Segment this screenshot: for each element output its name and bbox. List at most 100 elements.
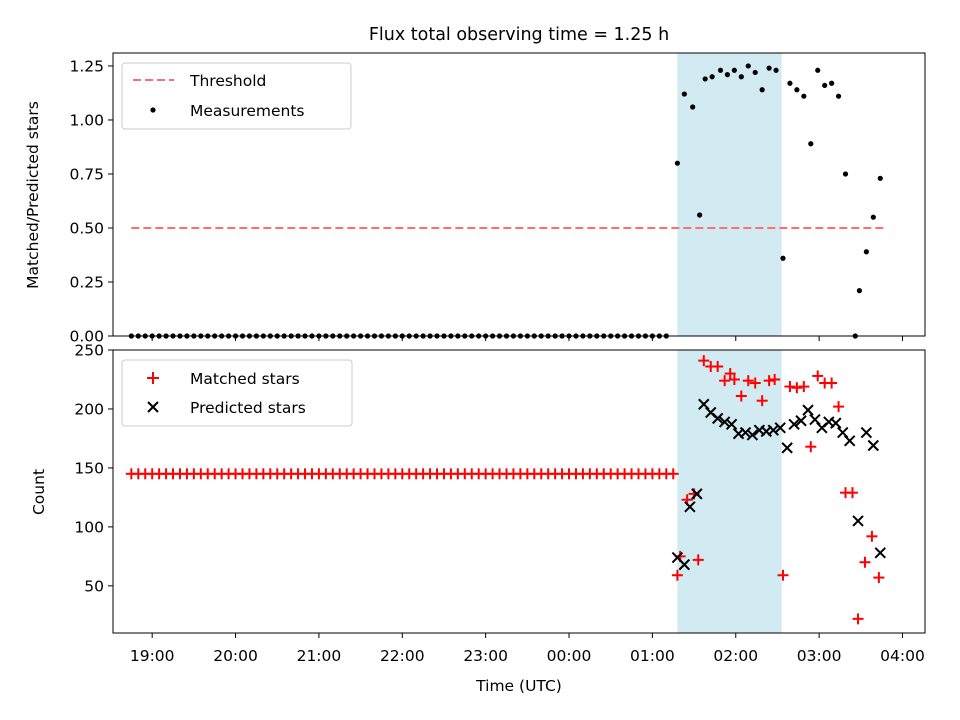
measurement-point bbox=[822, 82, 828, 89]
measurement-point bbox=[709, 74, 715, 80]
predicted-stars-legend-label: Predicted stars bbox=[190, 399, 306, 417]
measurement-point bbox=[863, 249, 869, 255]
x-tick-label: 00:00 bbox=[547, 647, 592, 665]
measurement-point bbox=[787, 80, 793, 86]
bottom-x-ticks: 19:00 20:00 21:00 22:00 23:00 00:00 01:00 02:00… bbox=[130, 633, 925, 665]
top-y-ticks: 0.00 0.25 0.50 0.75 1.00 1.25 bbox=[69, 57, 113, 346]
bottom-y-tick-label: 150 bbox=[74, 459, 104, 477]
bottom-y-tick-label: 50 bbox=[84, 577, 104, 595]
measurement-point bbox=[780, 255, 786, 261]
bottom-y-axis-label: Count bbox=[30, 469, 48, 515]
matched-stars-point bbox=[777, 569, 789, 581]
matched-stars-point bbox=[742, 375, 754, 387]
x-tick-label: 20:00 bbox=[213, 647, 258, 665]
measurement-point bbox=[877, 175, 883, 181]
matched-stars-point bbox=[866, 530, 878, 542]
matched-stars-point bbox=[798, 381, 810, 393]
matched-stars-point bbox=[873, 572, 885, 584]
predicted-stars-point bbox=[711, 412, 724, 425]
measurement-point bbox=[681, 91, 687, 97]
measurement-point bbox=[674, 160, 680, 166]
predicted-stars-point bbox=[684, 501, 696, 513]
predicted-stars-point bbox=[746, 429, 759, 441]
matched-stars-point bbox=[859, 556, 871, 568]
measurement-point bbox=[766, 65, 772, 71]
matched-stars-point bbox=[724, 368, 736, 380]
top-axes-frame bbox=[112, 52, 926, 337]
top-x-ticks bbox=[151, 336, 903, 341]
measurement-point bbox=[856, 288, 863, 294]
matched-stars-point bbox=[698, 355, 710, 367]
x-tick-label: 23:00 bbox=[463, 647, 508, 665]
x-axis-label: Time (UTC) bbox=[475, 677, 562, 695]
top-y-tick-label: 0.25 bbox=[69, 273, 104, 291]
matched-stars-point bbox=[728, 373, 740, 385]
threshold-legend-label: Threshold bbox=[189, 72, 266, 90]
predicted-stars-point bbox=[874, 547, 886, 559]
x-tick-label: 02:00 bbox=[713, 647, 758, 665]
measurement-point bbox=[697, 212, 703, 218]
top-y-axis-label: Matched/Predicted stars bbox=[24, 101, 42, 289]
x-tick-label: 22:00 bbox=[380, 647, 425, 665]
bottom-legend: Matched stars Predicted stars bbox=[121, 359, 353, 427]
measurement-point bbox=[801, 93, 807, 99]
bottom-y-ticks: 50 100 150 200 250 bbox=[74, 342, 113, 595]
predicted-stars-point bbox=[843, 435, 856, 447]
measurement-point bbox=[842, 171, 849, 177]
predicted-stars-point bbox=[725, 418, 738, 430]
matched-stars-point bbox=[671, 569, 683, 581]
measurement-point bbox=[745, 63, 751, 69]
predicted-stars-point bbox=[860, 426, 873, 439]
predicted-stars-point bbox=[852, 515, 864, 527]
matched-stars-legend-label: Matched stars bbox=[190, 370, 300, 388]
measurement-point bbox=[738, 74, 744, 80]
top-legend-box bbox=[121, 62, 352, 130]
matched-stars-point bbox=[784, 381, 796, 393]
top-y-tick-label: 1.00 bbox=[69, 111, 104, 129]
measurement-point bbox=[717, 67, 724, 73]
matched-stars-legend-swatch bbox=[147, 372, 159, 384]
top-shaded-interval bbox=[677, 53, 782, 336]
x-tick-label: 19:00 bbox=[130, 647, 175, 665]
predicted-stars-legend-swatch bbox=[147, 401, 159, 413]
bottom-axes-frame bbox=[112, 349, 926, 634]
predicted-stars-point bbox=[774, 422, 786, 434]
x-tick-label: 01:00 bbox=[630, 647, 675, 665]
matched-stars-point bbox=[763, 375, 775, 387]
measurements-legend-label: Measurements bbox=[190, 102, 305, 120]
top-y-tick-label: 0.75 bbox=[69, 165, 104, 183]
predicted-stars-point bbox=[739, 426, 752, 439]
measurement-point bbox=[794, 87, 800, 93]
predicted-stars-point bbox=[781, 442, 793, 454]
matched-stars-point bbox=[735, 390, 747, 402]
bottom-y-tick-label: 250 bbox=[74, 342, 104, 360]
measurement-point bbox=[870, 214, 876, 220]
measurement-point bbox=[815, 67, 821, 73]
top-y-tick-label: 0.00 bbox=[69, 328, 104, 346]
predicted-stars-point bbox=[788, 418, 800, 430]
measurement-point bbox=[752, 69, 758, 76]
measurements-legend-swatch bbox=[150, 107, 156, 113]
predicted-stars-point bbox=[691, 488, 703, 500]
bottom-y-tick-label: 200 bbox=[74, 400, 104, 418]
matched-stars-point bbox=[805, 441, 817, 453]
measurement-point bbox=[835, 93, 842, 99]
bottom-legend-box bbox=[121, 359, 353, 427]
predicted-stars-point bbox=[678, 558, 691, 571]
top-chart-title: Flux total observing time = 1.25 h bbox=[369, 25, 669, 45]
matched-stars-point bbox=[712, 361, 724, 373]
measurement-point bbox=[690, 104, 696, 110]
measurement-point bbox=[808, 141, 814, 147]
matched-stars-point bbox=[692, 554, 704, 566]
measurement-point bbox=[724, 72, 731, 78]
matched-stars-point bbox=[812, 370, 824, 382]
measurement-point bbox=[759, 87, 765, 93]
matched-stars-point bbox=[719, 375, 731, 387]
bottom-y-tick-label: 100 bbox=[74, 518, 104, 536]
predicted-stars-point bbox=[802, 404, 814, 416]
bottom-plot-area bbox=[125, 350, 886, 633]
matched-stars-point bbox=[852, 613, 864, 625]
x-tick-label: 03:00 bbox=[797, 647, 842, 665]
top-legend: Threshold Measurements bbox=[121, 62, 352, 130]
